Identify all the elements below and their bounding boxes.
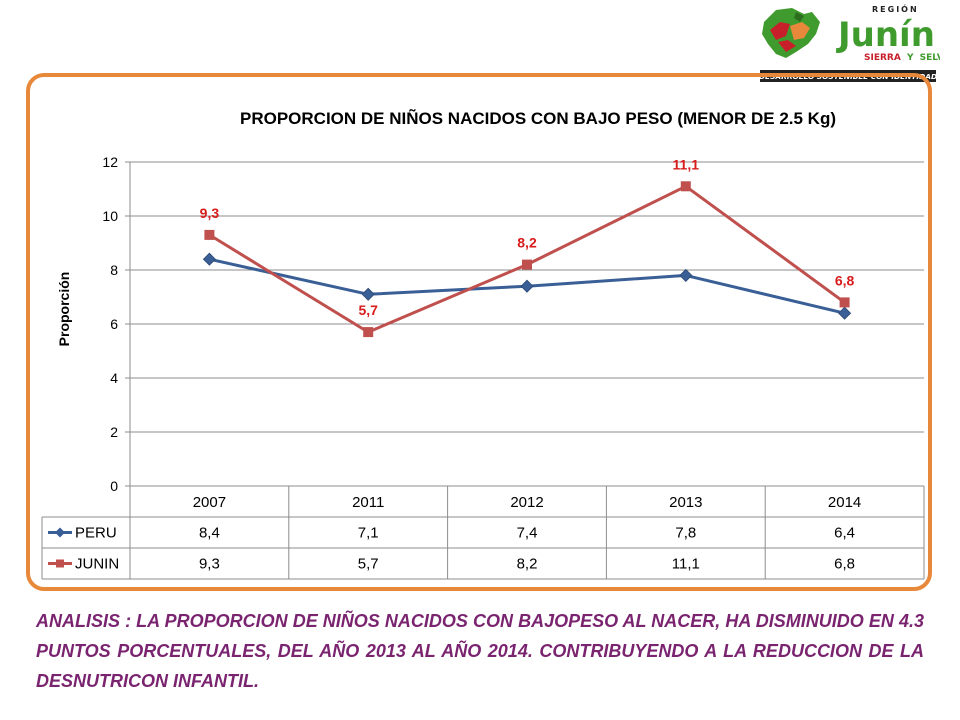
junin-table-value: 9,3 <box>199 556 220 573</box>
y-tick-label: 8 <box>110 262 118 278</box>
junin-point <box>204 229 215 240</box>
chart-title: PROPORCION DE NIÑOS NACIDOS CON BAJO PES… <box>240 108 836 128</box>
peru-table-value: 7,4 <box>517 525 538 542</box>
junin-table-value: 8,2 <box>517 556 538 573</box>
junin-table-value: 5,7 <box>358 556 379 573</box>
logo-sierra: SIERRA <box>864 53 901 63</box>
y-tick-label: 6 <box>110 316 118 332</box>
junin-point-label: 6,8 <box>835 272 855 288</box>
x-category-label: 2012 <box>510 494 543 511</box>
junin-legend-label: JUNIN <box>75 556 119 573</box>
y-tick-label: 4 <box>110 370 118 386</box>
junin-point-label: 9,3 <box>200 205 220 221</box>
junin-point-label: 11,1 <box>673 156 700 172</box>
logo-y: Y <box>906 53 914 63</box>
peru-point <box>679 268 693 282</box>
peru-legend-marker <box>55 527 65 538</box>
logo-selva: SELVA <box>920 53 940 63</box>
peru-point <box>520 279 534 293</box>
chart-frame <box>26 73 932 591</box>
y-tick-label: 2 <box>110 424 118 440</box>
junin-map-icon <box>762 8 820 58</box>
peru-table-value: 7,8 <box>675 525 696 542</box>
junin-point <box>363 327 374 338</box>
series-lines <box>208 184 846 334</box>
peru-table-value: 6,4 <box>834 525 855 542</box>
x-category-label: 2013 <box>669 494 702 511</box>
junin-point-label: 8,2 <box>517 235 537 251</box>
junin-point <box>680 181 691 192</box>
y-tick-label: 10 <box>102 208 118 224</box>
peru-point <box>202 252 216 266</box>
junin-series-line <box>208 184 846 334</box>
series-markers <box>202 181 852 338</box>
analysis-text: ANALISIS : LA PROPORCION DE NIÑOS NACIDO… <box>36 611 924 691</box>
y-axis-label: Proporción <box>56 272 72 347</box>
y-tick-labels: 0 2 4 6 8 10 12 <box>102 154 118 494</box>
peru-point <box>838 306 852 320</box>
logo-name: Junín <box>836 15 935 55</box>
grid-lines <box>125 161 924 487</box>
point-labels: 9,3 5,7 8,2 11,1 6,8 <box>200 156 855 318</box>
peru-table-value: 7,1 <box>358 525 379 542</box>
peru-legend-label: PERU <box>75 525 117 542</box>
x-category-label: 2011 <box>352 494 384 511</box>
peru-point <box>361 287 375 301</box>
junin-point-label: 5,7 <box>358 302 378 318</box>
data-table: 2007 2011 2012 2013 2014 PERU 8,4 7,1 7,4 7,8 6,4 J… <box>41 485 925 580</box>
junin-table-value: 6,8 <box>834 556 855 573</box>
logo-subtitle: SIERRA Y SELVA <box>864 53 940 63</box>
junin-legend-marker <box>56 559 64 568</box>
x-category-label: 2014 <box>828 494 861 511</box>
x-category-label: 2007 <box>193 494 226 511</box>
y-tick-label: 12 <box>102 154 118 170</box>
junin-point <box>522 259 532 270</box>
y-tick-label: 0 <box>110 478 118 494</box>
logo-region-label: REGIÓN <box>872 3 919 14</box>
junin-table-value: 11,1 <box>672 556 700 573</box>
junin-point <box>839 297 850 308</box>
peru-table-value: 8,4 <box>199 525 220 542</box>
